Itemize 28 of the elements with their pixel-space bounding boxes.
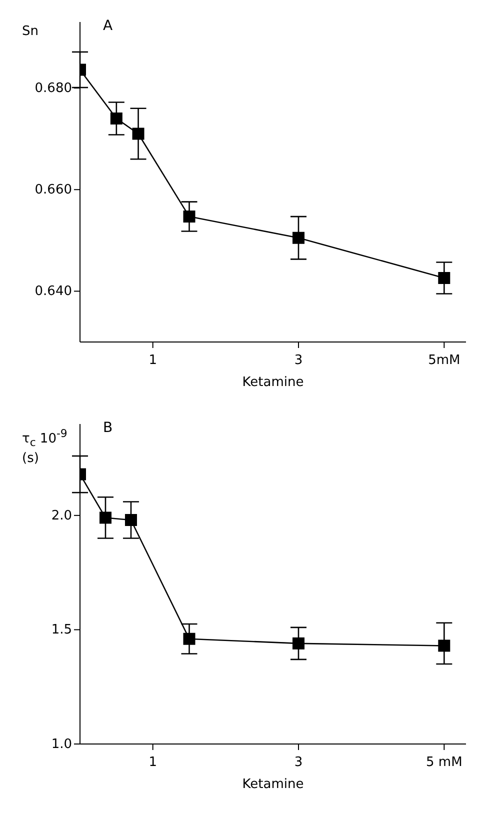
x-tick-label: 1 [148, 353, 157, 368]
y-tick-label: 0.680 [34, 81, 72, 96]
x-axis-title: Ketamine [242, 777, 304, 792]
point [110, 112, 122, 125]
y-tick-label: 1.0 [51, 737, 72, 752]
y-tick-label: 0.660 [34, 182, 72, 198]
y-tick-label: 2.0 [51, 508, 72, 524]
point [292, 637, 304, 650]
x-axis-title: Ketamine [242, 375, 304, 390]
x-tick-label: 5mM [428, 353, 460, 368]
x-tick-label: 3 [294, 755, 303, 770]
text: τ$_{c}$ 10$^{-9}$ (s) [22, 427, 68, 466]
x-tick-label: 5 mM [426, 755, 462, 770]
chart-title: A [103, 18, 113, 34]
point [292, 232, 304, 244]
x-tick-label: 1 [148, 755, 157, 770]
point [132, 128, 144, 140]
point [438, 640, 450, 652]
y-tick-label: 1.5 [51, 622, 72, 638]
chart-title: B [103, 420, 113, 436]
point [183, 632, 196, 645]
point [438, 272, 450, 284]
point [124, 514, 137, 526]
point [99, 512, 112, 524]
y-tick-label: 0.640 [34, 284, 72, 300]
x-tick-label: 3 [294, 353, 303, 368]
y-axis-title: Sn [22, 24, 40, 40]
point [183, 210, 196, 223]
